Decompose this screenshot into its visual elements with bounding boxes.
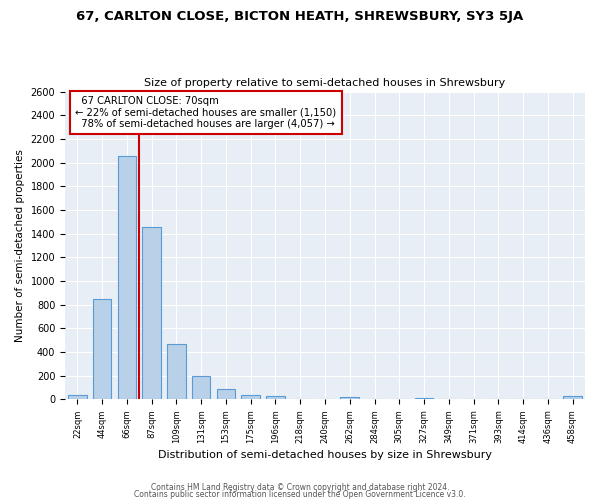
Bar <box>192 376 211 400</box>
Bar <box>217 389 235 400</box>
Bar <box>142 226 161 400</box>
Bar <box>241 394 260 400</box>
Text: 67, CARLTON CLOSE, BICTON HEATH, SHREWSBURY, SY3 5JA: 67, CARLTON CLOSE, BICTON HEATH, SHREWSB… <box>76 10 524 23</box>
Bar <box>340 397 359 400</box>
Bar <box>563 396 582 400</box>
Text: 67 CARLTON CLOSE: 70sqm
← 22% of semi-detached houses are smaller (1,150)
  78% : 67 CARLTON CLOSE: 70sqm ← 22% of semi-de… <box>76 96 337 130</box>
Bar <box>118 156 136 400</box>
Title: Size of property relative to semi-detached houses in Shrewsbury: Size of property relative to semi-detach… <box>145 78 506 88</box>
Bar <box>266 396 285 400</box>
Text: Contains public sector information licensed under the Open Government Licence v3: Contains public sector information licen… <box>134 490 466 499</box>
Bar <box>167 344 186 400</box>
Bar <box>415 398 433 400</box>
Bar <box>68 394 86 400</box>
X-axis label: Distribution of semi-detached houses by size in Shrewsbury: Distribution of semi-detached houses by … <box>158 450 492 460</box>
Text: Contains HM Land Registry data © Crown copyright and database right 2024.: Contains HM Land Registry data © Crown c… <box>151 484 449 492</box>
Y-axis label: Number of semi-detached properties: Number of semi-detached properties <box>15 149 25 342</box>
Bar <box>93 299 112 400</box>
